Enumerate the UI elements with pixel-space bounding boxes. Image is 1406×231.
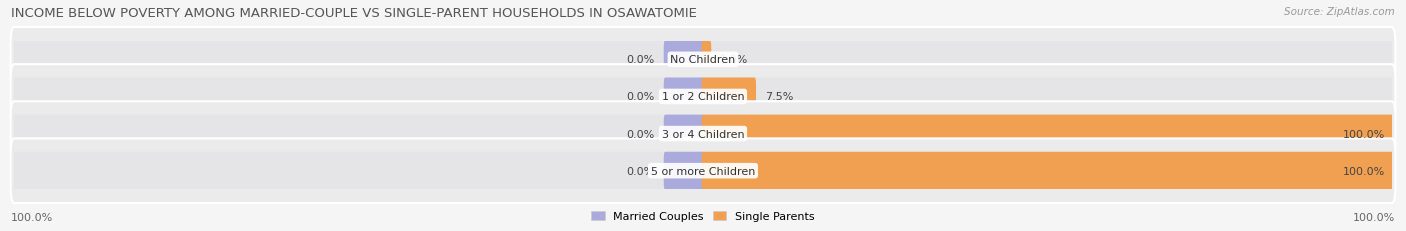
Text: No Children: No Children: [671, 55, 735, 65]
FancyBboxPatch shape: [702, 78, 756, 116]
FancyBboxPatch shape: [702, 152, 1393, 190]
FancyBboxPatch shape: [664, 78, 704, 116]
Text: 1 or 2 Children: 1 or 2 Children: [662, 92, 744, 102]
Text: 0.0%: 0.0%: [627, 92, 655, 102]
Text: 100.0%: 100.0%: [1343, 129, 1385, 139]
Text: 100.0%: 100.0%: [11, 212, 53, 222]
FancyBboxPatch shape: [13, 41, 704, 79]
FancyBboxPatch shape: [702, 78, 1393, 116]
FancyBboxPatch shape: [702, 115, 1393, 153]
FancyBboxPatch shape: [664, 41, 704, 79]
FancyBboxPatch shape: [11, 28, 1395, 92]
FancyBboxPatch shape: [11, 65, 1395, 129]
Text: 1.0%: 1.0%: [720, 55, 748, 65]
Text: 7.5%: 7.5%: [765, 92, 793, 102]
FancyBboxPatch shape: [11, 102, 1395, 166]
Text: 5 or more Children: 5 or more Children: [651, 166, 755, 176]
FancyBboxPatch shape: [664, 152, 704, 190]
FancyBboxPatch shape: [13, 78, 704, 116]
Text: Source: ZipAtlas.com: Source: ZipAtlas.com: [1284, 7, 1395, 17]
FancyBboxPatch shape: [664, 115, 704, 153]
FancyBboxPatch shape: [13, 115, 704, 153]
FancyBboxPatch shape: [13, 152, 704, 190]
Text: 100.0%: 100.0%: [1353, 212, 1395, 222]
Text: 100.0%: 100.0%: [1343, 166, 1385, 176]
FancyBboxPatch shape: [702, 41, 1393, 79]
FancyBboxPatch shape: [702, 41, 711, 79]
Text: 0.0%: 0.0%: [627, 55, 655, 65]
Text: 0.0%: 0.0%: [627, 166, 655, 176]
Text: 3 or 4 Children: 3 or 4 Children: [662, 129, 744, 139]
FancyBboxPatch shape: [702, 115, 1393, 153]
Text: INCOME BELOW POVERTY AMONG MARRIED-COUPLE VS SINGLE-PARENT HOUSEHOLDS IN OSAWATO: INCOME BELOW POVERTY AMONG MARRIED-COUPL…: [11, 7, 697, 20]
FancyBboxPatch shape: [11, 139, 1395, 203]
Text: 0.0%: 0.0%: [627, 129, 655, 139]
FancyBboxPatch shape: [702, 152, 1393, 190]
Legend: Married Couples, Single Parents: Married Couples, Single Parents: [586, 206, 820, 225]
